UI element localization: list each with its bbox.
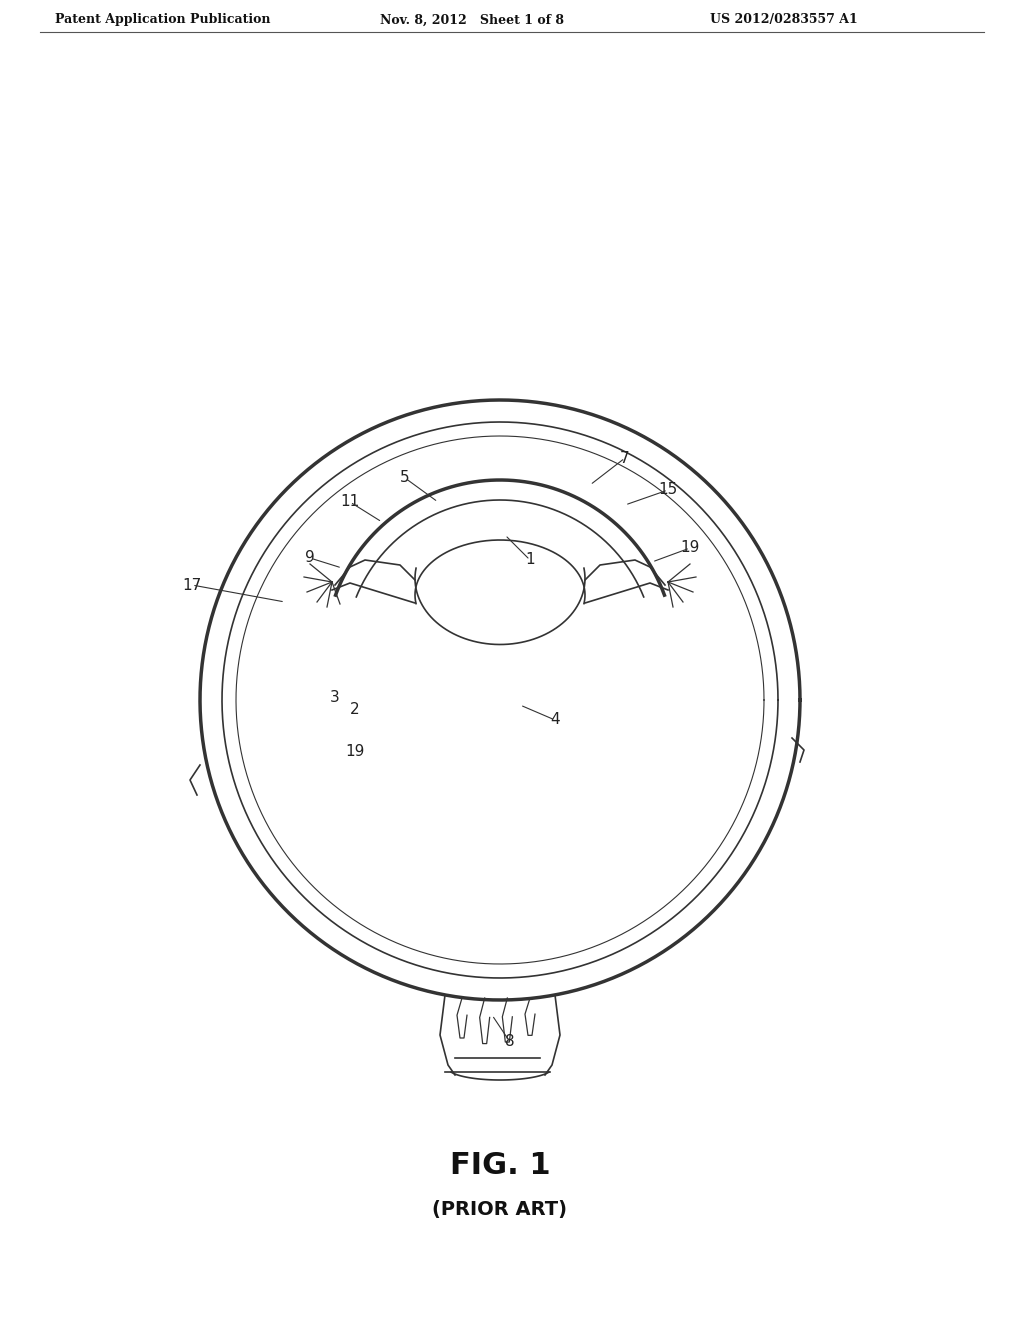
Text: FIG. 1: FIG. 1 (450, 1151, 550, 1180)
Text: 19: 19 (680, 540, 699, 556)
Text: 11: 11 (340, 495, 359, 510)
Text: 17: 17 (182, 578, 202, 593)
Text: Nov. 8, 2012   Sheet 1 of 8: Nov. 8, 2012 Sheet 1 of 8 (380, 13, 564, 26)
Text: 2: 2 (350, 702, 359, 718)
Text: 7: 7 (621, 450, 630, 466)
Text: 8: 8 (505, 1035, 515, 1049)
Text: 5: 5 (400, 470, 410, 486)
Text: 1: 1 (525, 553, 535, 568)
Text: 4: 4 (550, 713, 560, 727)
Text: (PRIOR ART): (PRIOR ART) (432, 1200, 567, 1220)
Text: 15: 15 (658, 483, 678, 498)
Text: 19: 19 (345, 744, 365, 759)
Text: US 2012/0283557 A1: US 2012/0283557 A1 (710, 13, 858, 26)
Text: 9: 9 (305, 550, 314, 565)
Text: Patent Application Publication: Patent Application Publication (55, 13, 270, 26)
Text: 3: 3 (330, 690, 340, 705)
